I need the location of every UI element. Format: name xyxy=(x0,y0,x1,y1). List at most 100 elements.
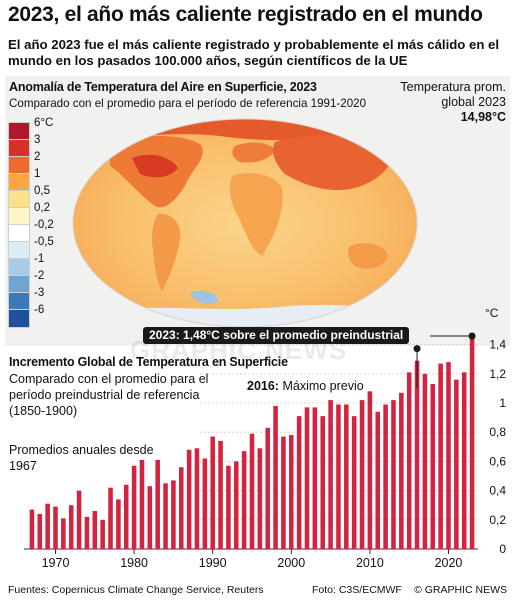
bar-2011 xyxy=(375,411,381,549)
legend-swatch xyxy=(8,224,30,243)
y-tick-label: 1,2 xyxy=(489,367,506,381)
legend-swatch xyxy=(8,173,30,192)
legend-swatch xyxy=(8,190,30,209)
footer-brand: © GRAPHIC NEWS xyxy=(414,584,507,596)
bar-1974 xyxy=(84,516,90,549)
y-tick-label: 0,6 xyxy=(489,454,506,468)
bar-1999 xyxy=(281,436,286,549)
bar-2018 xyxy=(430,384,436,549)
bar-1971 xyxy=(61,518,66,549)
bar-1994 xyxy=(241,451,247,549)
bar-1980 xyxy=(131,465,137,549)
x-tick-label: 1980 xyxy=(120,556,148,570)
bar-2016 xyxy=(414,360,420,549)
x-tick-label: 2010 xyxy=(356,556,384,570)
bar-2001 xyxy=(296,416,302,549)
callout-leaders xyxy=(413,332,476,388)
x-tick-label: 2000 xyxy=(277,556,305,570)
bar-2005 xyxy=(328,400,333,549)
leader-dot-2016 xyxy=(413,345,421,353)
bar-2019 xyxy=(438,363,443,549)
canada-hot xyxy=(132,154,178,178)
global-temp-box: Temperatura prom. global 2023 14,98°C xyxy=(386,80,506,125)
bar-1973 xyxy=(76,490,82,549)
legend-label: -2 xyxy=(34,270,45,282)
bar-1979 xyxy=(123,484,129,549)
bar-2009 xyxy=(359,400,365,549)
bar-1986 xyxy=(178,467,184,549)
chart-x-ticks: 1970 1980 1990 2000 2010 2020 xyxy=(42,549,463,570)
australia xyxy=(347,243,388,269)
bar-2002 xyxy=(304,407,310,549)
bar-1967 xyxy=(29,509,35,549)
chart-bars xyxy=(29,332,475,549)
bar-2007 xyxy=(344,404,349,549)
legend-swatch xyxy=(8,156,30,175)
legend-swatch xyxy=(8,207,30,226)
bar-1978 xyxy=(116,499,121,549)
world-anomaly-map xyxy=(72,118,418,328)
asia xyxy=(273,135,393,191)
chart-y-ticks: 0 0,2 0,4 0,6 0,8 1 1,2 1,4 xyxy=(489,338,506,556)
map-title: Anomalía de Temperatura del Aire en Supe… xyxy=(9,80,317,94)
bar-2021 xyxy=(454,379,459,549)
global-temp-label: Temperatura prom. global 2023 xyxy=(400,80,506,109)
callout-2016: 2016: Máximo previo xyxy=(247,379,364,393)
page-subtitle: El año 2023 fue el más caliente registra… xyxy=(8,37,500,68)
bar-2022 xyxy=(461,372,467,549)
bar-2013 xyxy=(391,400,396,549)
bar-2008 xyxy=(351,416,357,549)
map-subtitle: Comparado con el promedio para el períod… xyxy=(9,97,367,110)
bar-2003 xyxy=(312,407,318,549)
bar-1990 xyxy=(210,436,215,549)
legend-swatch xyxy=(8,309,30,328)
footer-sources: Fuentes: Copernicus Climate Change Servi… xyxy=(8,584,264,596)
chart-title: Incremento Global de Temperatura en Supe… xyxy=(9,355,288,369)
legend-swatch xyxy=(8,139,30,158)
bar-2004 xyxy=(320,416,326,549)
legend-label: 0,5 xyxy=(34,185,50,197)
legend-swatch xyxy=(8,275,30,294)
legend-swatch xyxy=(8,292,30,311)
bar-1972 xyxy=(68,505,74,549)
bar-1975 xyxy=(92,511,98,549)
bar-1976 xyxy=(100,519,105,549)
bar-2014 xyxy=(399,392,404,549)
y-tick-label: 0 xyxy=(499,542,506,556)
bar-1968 xyxy=(37,513,43,549)
bar-2017 xyxy=(422,373,428,549)
x-tick-label: 1990 xyxy=(199,556,227,570)
bar-1997 xyxy=(265,427,270,549)
bar-1993 xyxy=(234,461,239,549)
bar-1984 xyxy=(163,483,168,549)
legend-label: -3 xyxy=(34,287,45,299)
bar-2023 xyxy=(469,332,475,549)
bar-2000 xyxy=(289,435,294,549)
footer-photo-credit: Foto: C3S/ECMWF xyxy=(312,584,402,596)
legend-swatch xyxy=(8,258,30,277)
y-tick-label: 1,4 xyxy=(489,338,506,352)
y-tick-label: 0,2 xyxy=(489,513,506,527)
x-tick-label: 2020 xyxy=(435,556,463,570)
chart-subtitle: Comparado con el promedio para el períod… xyxy=(9,372,209,418)
south-america xyxy=(152,213,181,291)
global-temp-value: 14,98°C xyxy=(460,110,506,124)
legend-label: 3 xyxy=(34,134,41,146)
bar-2012 xyxy=(383,404,388,549)
legend-label: 2 xyxy=(34,151,41,163)
legend-swatch xyxy=(8,241,30,260)
bar-1970 xyxy=(53,506,58,549)
x-tick-label: 1970 xyxy=(42,556,70,570)
legend-label: -6 xyxy=(34,304,45,316)
annual-averages-label: Promedios anuales desde 1967 xyxy=(9,443,154,473)
bar-2010 xyxy=(367,391,373,549)
leader-dot-2023 xyxy=(468,332,476,340)
legend-label: -1 xyxy=(34,253,45,265)
legend-label: 6°C xyxy=(34,117,54,129)
bar-1988 xyxy=(194,448,200,549)
bar-1996 xyxy=(257,448,263,549)
legend-label: -0,5 xyxy=(34,236,54,248)
bar-1969 xyxy=(45,503,50,549)
